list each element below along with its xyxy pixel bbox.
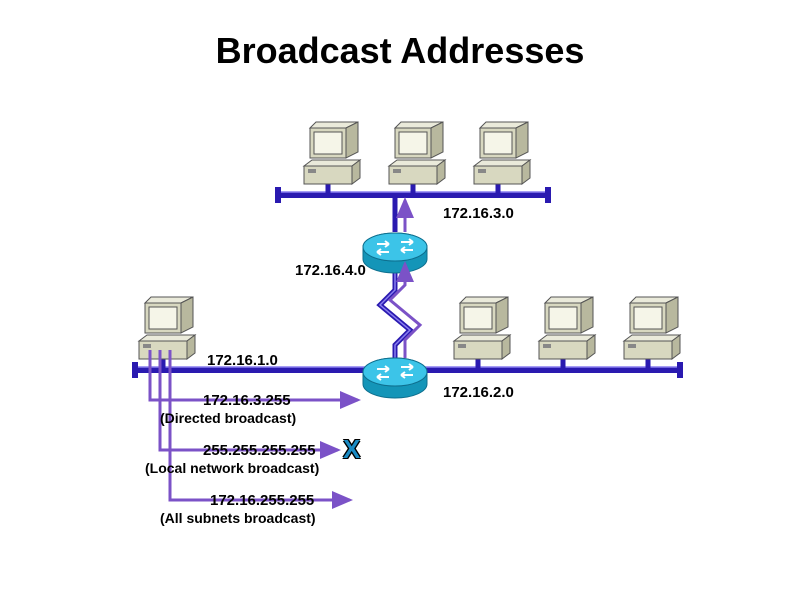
- router-top: [363, 233, 427, 273]
- pc-icon: [139, 297, 195, 359]
- x-blocked-icon: X: [343, 434, 360, 465]
- label-local-ip: 255.255.255.255: [203, 442, 316, 459]
- label-net-1: 172.16.1.0: [207, 352, 278, 369]
- router-bottom: [363, 358, 427, 398]
- pc-icon: [304, 122, 360, 184]
- pc-icon: [624, 297, 680, 359]
- label-local-sub: (Local network broadcast): [145, 460, 319, 476]
- label-directed-ip: 172.16.3.255: [203, 392, 291, 409]
- pc-icon: [474, 122, 530, 184]
- pc-icon: [539, 297, 595, 359]
- pc-icon: [389, 122, 445, 184]
- diagram-canvas: [0, 0, 800, 600]
- label-net-4: 172.16.4.0: [295, 262, 366, 279]
- label-net-2: 172.16.2.0: [443, 384, 514, 401]
- label-allsub-ip: 172.16.255.255: [210, 492, 314, 509]
- label-allsub-sub: (All subnets broadcast): [160, 510, 316, 526]
- pc-icon: [454, 297, 510, 359]
- label-directed-sub: (Directed broadcast): [160, 410, 296, 426]
- label-net-3: 172.16.3.0: [443, 205, 514, 222]
